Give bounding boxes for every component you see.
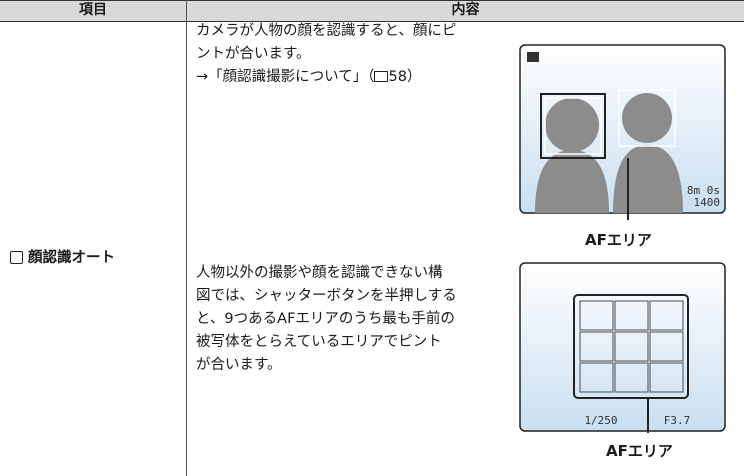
aperture: F3.7 — [664, 414, 691, 427]
af-frame — [544, 97, 602, 155]
face — [622, 93, 672, 143]
link-line[interactable]: →「顔認識撮影について」（ 58） — [196, 66, 421, 89]
af-frame — [540, 93, 606, 159]
body — [535, 150, 609, 213]
caption: AFエリア — [585, 231, 652, 249]
screen-illustration: 1/250 F3.7 — [519, 262, 726, 433]
face-icon — [10, 251, 23, 264]
column-divider — [186, 0, 187, 476]
caption: AFエリア — [606, 442, 673, 460]
text-line: 人物以外の撮影や顔を認識できない構 — [196, 265, 443, 281]
text-line: ントが合います。 — [196, 46, 311, 62]
time-remaining: 8m 0s — [687, 184, 720, 197]
screen-illustration: 8m 0s 1400 — [519, 44, 726, 220]
text-line: が合います。 — [196, 357, 282, 373]
item-text: 顔認識オート — [28, 250, 115, 266]
screen — [519, 262, 726, 432]
face-frame — [618, 89, 676, 147]
text-line: と、9つあるAFエリアのうち最も手前の — [196, 311, 455, 327]
shot-count: 1400 — [694, 196, 721, 209]
book-icon — [374, 71, 389, 82]
body — [613, 145, 683, 213]
header-rule — [0, 21, 744, 22]
top-rule — [0, 0, 744, 1]
af-grid — [579, 300, 684, 393]
af-outer — [573, 294, 689, 399]
link-page: 58 — [388, 69, 407, 85]
text-line: 被写体をとらえているエリアでピント — [196, 334, 442, 350]
item-label: 顔認識オート — [10, 246, 115, 267]
text-line: カメラが人物の顔を認識すると、顔にピ — [196, 23, 457, 39]
header-content: 内容 — [187, 0, 744, 21]
text-line: 図では、シャッターボタンを半押しする — [196, 288, 457, 304]
header-item: 項目 — [0, 0, 186, 21]
link-text: ） — [406, 69, 422, 85]
face — [545, 98, 599, 152]
link-text: →「顔認識撮影について」（ — [196, 69, 375, 85]
camera-icon — [527, 52, 539, 62]
shutter-speed: 1/250 — [584, 414, 617, 427]
